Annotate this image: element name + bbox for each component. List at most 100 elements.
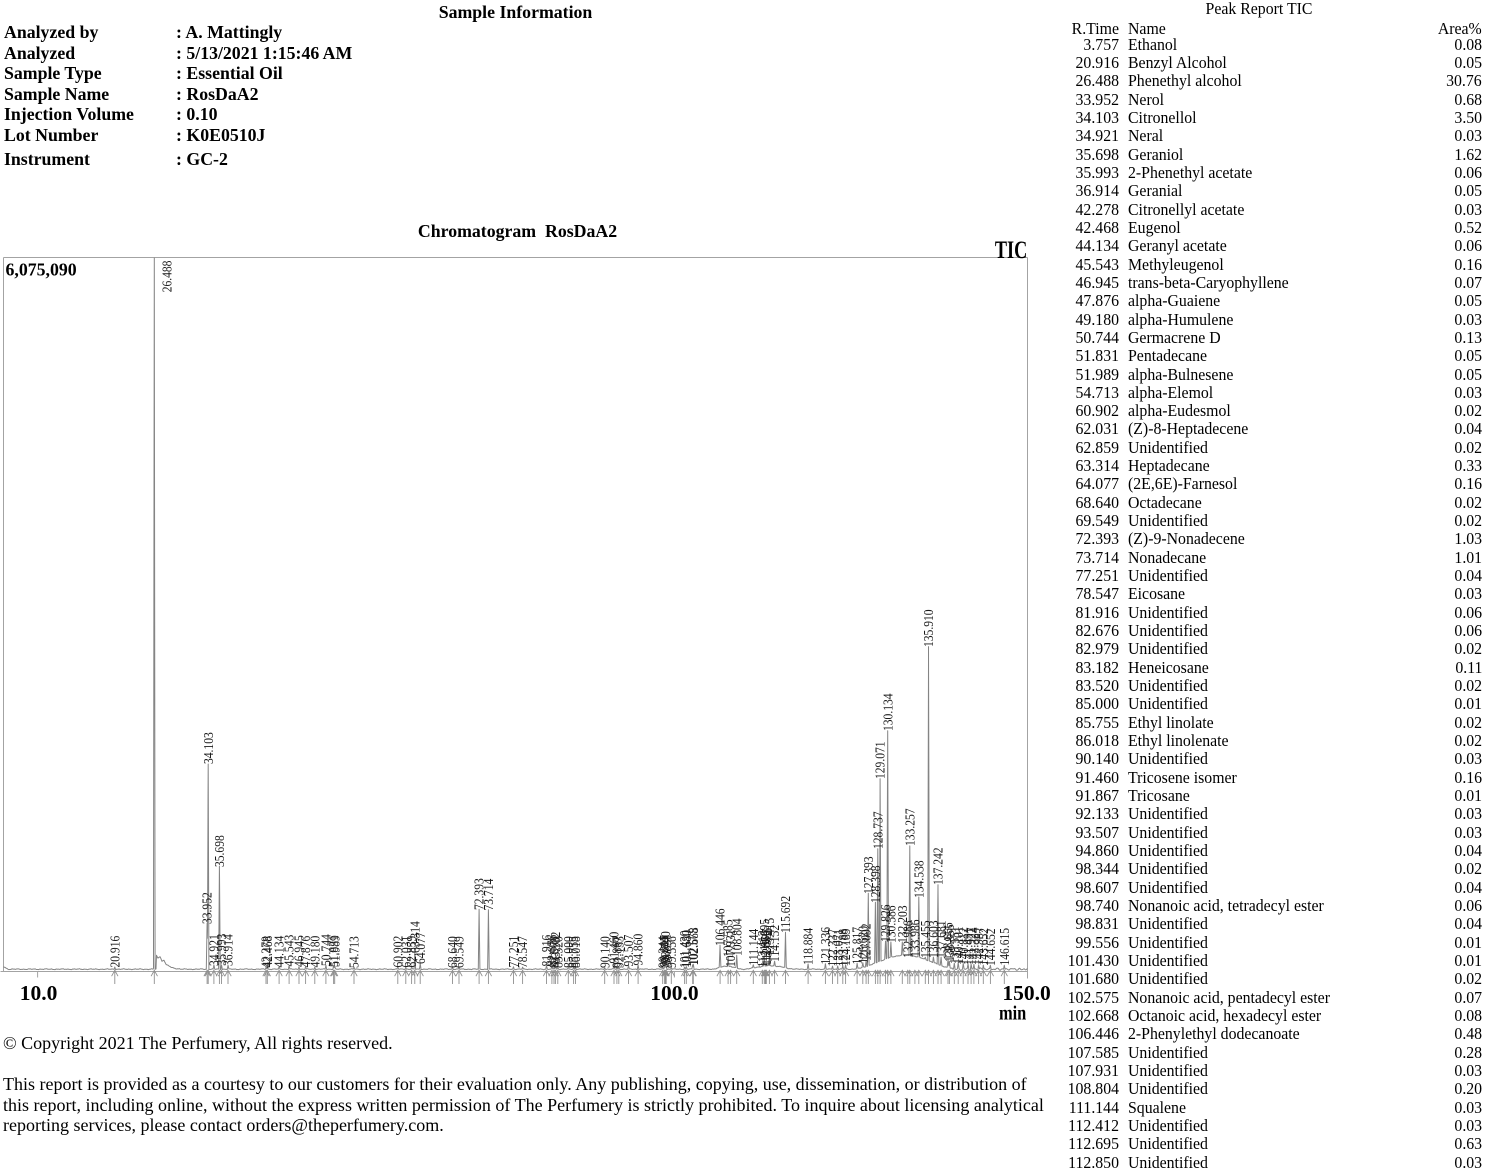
svg-text:98.344: 98.344 <box>655 936 670 968</box>
svg-text:45.543: 45.543 <box>282 935 297 967</box>
svg-text:112.412: 112.412 <box>755 930 770 967</box>
svg-text:TIC: TIC <box>995 240 1027 264</box>
svg-text:129.071: 129.071 <box>873 741 888 779</box>
svg-text:68.640: 68.640 <box>445 936 460 968</box>
svg-text:81.916: 81.916 <box>539 934 554 966</box>
svg-text:94.860: 94.860 <box>631 934 646 966</box>
svg-text:130.134: 130.134 <box>880 693 895 731</box>
svg-text:130.586: 130.586 <box>884 905 899 943</box>
svg-text:83.520: 83.520 <box>550 936 565 968</box>
svg-text:62.859: 62.859 <box>404 936 419 968</box>
svg-text:138.666: 138.666 <box>941 922 956 960</box>
svg-text:34.921: 34.921 <box>207 934 222 966</box>
svg-text:42.278: 42.278 <box>259 936 274 968</box>
svg-text:111.144: 111.144 <box>746 928 761 965</box>
svg-text:33.952: 33.952 <box>200 892 215 924</box>
svg-text:51.989: 51.989 <box>327 935 342 967</box>
svg-text:98.831: 98.831 <box>659 934 674 966</box>
svg-text:133.257: 133.257 <box>902 808 917 846</box>
svg-text:125.817: 125.817 <box>850 926 865 964</box>
svg-text:101.680: 101.680 <box>679 930 694 968</box>
svg-text:142.324: 142.324 <box>967 927 982 965</box>
svg-text:141.927: 141.927 <box>964 927 979 965</box>
svg-text:137.681: 137.681 <box>934 920 949 958</box>
svg-text:122.337: 122.337 <box>825 928 840 966</box>
svg-text:134.538: 134.538 <box>911 860 926 898</box>
svg-text:112.850: 112.850 <box>758 930 773 967</box>
svg-text:35.698: 35.698 <box>212 835 227 867</box>
svg-text:143.652: 143.652 <box>976 928 991 966</box>
svg-text:92.133: 92.133 <box>611 936 626 968</box>
svg-text:42.468: 42.468 <box>260 936 275 968</box>
svg-text:60.902: 60.902 <box>390 936 405 968</box>
svg-text:115.692: 115.692 <box>778 896 793 933</box>
svg-text:77.251: 77.251 <box>506 936 521 968</box>
svg-text:123.071: 123.071 <box>830 929 845 967</box>
svg-text:83.182: 83.182 <box>548 932 563 964</box>
svg-text:137.242: 137.242 <box>931 847 946 885</box>
svg-text:90.140: 90.140 <box>597 936 612 968</box>
svg-text:112.985: 112.985 <box>759 928 774 965</box>
svg-text:91.460: 91.460 <box>607 932 622 964</box>
svg-text:10.0: 10.0 <box>20 981 58 1005</box>
svg-text:102.575: 102.575 <box>685 928 700 966</box>
svg-text:118.884: 118.884 <box>801 927 816 965</box>
svg-text:107.585: 107.585 <box>721 919 736 957</box>
svg-text:150.0: 150.0 <box>1002 981 1050 1005</box>
svg-text:140.101: 140.101 <box>951 926 966 964</box>
svg-text:72.393: 72.393 <box>472 878 487 910</box>
svg-text:35.993: 35.993 <box>214 934 229 966</box>
svg-text:86.018: 86.018 <box>568 936 583 968</box>
svg-text:123.788: 123.788 <box>835 929 850 967</box>
svg-text:139.551: 139.551 <box>947 926 962 964</box>
svg-text:63.314: 63.314 <box>407 921 422 953</box>
svg-text:99.556: 99.556 <box>664 936 679 968</box>
svg-text:51.831: 51.831 <box>326 935 341 967</box>
svg-text:85.755: 85.755 <box>566 936 581 968</box>
svg-text:106.446: 106.446 <box>713 908 728 946</box>
svg-text:129.826: 129.826 <box>878 904 893 942</box>
svg-text:121.336: 121.336 <box>818 926 833 964</box>
svg-text:20.916: 20.916 <box>107 935 122 967</box>
svg-text:6,075,090: 6,075,090 <box>6 260 77 280</box>
svg-text:min: min <box>999 1002 1027 1025</box>
svg-text:91.867: 91.867 <box>610 936 625 968</box>
svg-text:64.077: 64.077 <box>413 932 428 964</box>
svg-text:54.713: 54.713 <box>347 936 362 968</box>
svg-text:62.031: 62.031 <box>398 936 413 968</box>
svg-text:98.740: 98.740 <box>658 931 673 963</box>
svg-text:73.714: 73.714 <box>481 878 496 910</box>
svg-text:50.744: 50.744 <box>319 934 334 966</box>
svg-text:135.910: 135.910 <box>921 609 936 647</box>
svg-text:78.547: 78.547 <box>515 936 530 968</box>
svg-text:98.607: 98.607 <box>657 935 672 967</box>
svg-text:146.615: 146.615 <box>997 928 1012 966</box>
svg-text:100.0: 100.0 <box>650 981 698 1005</box>
svg-text:101.430: 101.430 <box>677 930 692 968</box>
svg-text:128.737: 128.737 <box>870 811 885 849</box>
svg-text:47.876: 47.876 <box>298 935 313 967</box>
svg-text:127.393: 127.393 <box>861 856 876 894</box>
svg-text:136.603: 136.603 <box>926 920 941 958</box>
svg-text:46.945: 46.945 <box>292 935 307 967</box>
svg-text:69.549: 69.549 <box>452 936 467 968</box>
svg-text:113.415: 113.415 <box>762 918 777 955</box>
svg-text:82.979: 82.979 <box>547 936 562 968</box>
svg-text:108.804: 108.804 <box>729 918 744 956</box>
svg-text:102.668: 102.668 <box>686 927 701 965</box>
svg-text:85.000: 85.000 <box>561 936 576 968</box>
svg-text:93.507: 93.507 <box>621 934 636 966</box>
svg-text:128.398: 128.398 <box>868 865 883 903</box>
svg-text:44.134: 44.134 <box>272 935 287 967</box>
svg-text:114.152: 114.152 <box>767 925 782 962</box>
svg-text:132.203: 132.203 <box>895 905 910 943</box>
svg-text:36.914: 36.914 <box>221 934 236 966</box>
svg-text:34.103: 34.103 <box>201 732 216 764</box>
svg-text:49.180: 49.180 <box>307 936 322 968</box>
svg-text:132.986: 132.986 <box>900 920 915 958</box>
svg-text:133.986: 133.986 <box>908 919 923 957</box>
svg-text:82.676: 82.676 <box>545 934 560 966</box>
svg-text:142.987: 142.987 <box>971 927 986 965</box>
svg-text:141.491: 141.491 <box>961 927 976 965</box>
svg-text:112.695: 112.695 <box>757 919 772 956</box>
